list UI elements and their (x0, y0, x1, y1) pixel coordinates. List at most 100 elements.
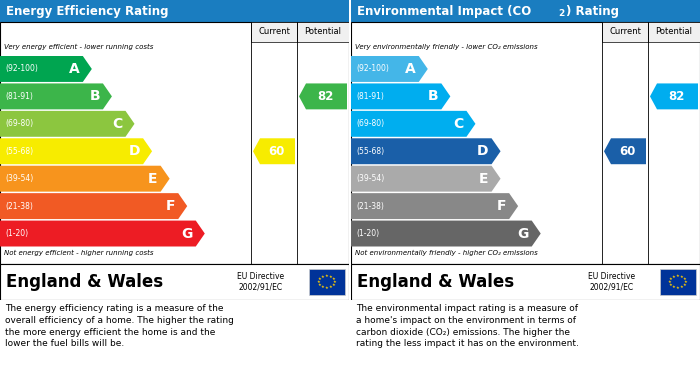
Text: ★: ★ (321, 275, 325, 279)
Text: D: D (477, 144, 489, 158)
Bar (251, 22, 297, 42)
Bar (660, 269, 696, 295)
Text: England & Wales: England & Wales (357, 273, 514, 291)
Text: A: A (69, 62, 80, 76)
Text: Environmental Impact (CO: Environmental Impact (CO (357, 5, 531, 18)
Bar (602, 22, 648, 42)
Text: Not energy efficient - higher running costs: Not energy efficient - higher running co… (4, 250, 153, 256)
Bar (309, 269, 345, 295)
Polygon shape (253, 138, 295, 164)
Polygon shape (351, 166, 500, 192)
Text: EU Directive
2002/91/EC: EU Directive 2002/91/EC (588, 272, 636, 292)
Polygon shape (351, 193, 518, 219)
Polygon shape (0, 138, 152, 164)
Text: (55-68): (55-68) (356, 147, 384, 156)
Text: E: E (479, 172, 489, 186)
Text: Current: Current (258, 27, 290, 36)
Text: (39-54): (39-54) (5, 174, 34, 183)
Text: (55-68): (55-68) (5, 147, 33, 156)
Text: ★: ★ (329, 285, 333, 289)
Text: 82: 82 (317, 90, 333, 103)
Text: ★: ★ (683, 277, 687, 281)
Text: ★: ★ (669, 283, 673, 287)
Polygon shape (351, 138, 500, 164)
Text: ★: ★ (321, 285, 325, 289)
Text: ★: ★ (672, 275, 676, 279)
Polygon shape (650, 83, 698, 109)
Text: D: D (129, 144, 140, 158)
Text: B: B (428, 90, 438, 103)
Text: ★: ★ (318, 283, 322, 287)
Text: 60: 60 (268, 145, 284, 158)
Text: ★: ★ (672, 285, 676, 289)
Text: B: B (90, 90, 100, 103)
Text: (1-20): (1-20) (5, 229, 28, 238)
Text: Not environmentally friendly - higher CO₂ emissions: Not environmentally friendly - higher CO… (355, 250, 538, 256)
Text: F: F (496, 199, 506, 213)
Text: (69-80): (69-80) (5, 119, 33, 128)
Text: The energy efficiency rating is a measure of the
overall efficiency of a home. T: The energy efficiency rating is a measur… (5, 304, 234, 348)
Text: (39-54): (39-54) (356, 174, 384, 183)
Polygon shape (0, 56, 92, 82)
Text: ★: ★ (318, 277, 322, 281)
Text: ★: ★ (680, 285, 684, 289)
Polygon shape (604, 138, 646, 164)
Polygon shape (351, 221, 540, 246)
Text: (21-38): (21-38) (5, 202, 33, 211)
Text: ★: ★ (683, 283, 687, 287)
Bar (0, 264, 349, 300)
Text: ★: ★ (333, 280, 337, 284)
Text: C: C (453, 117, 463, 131)
Bar (297, 22, 349, 42)
Bar (351, 22, 700, 264)
Text: ★: ★ (317, 280, 321, 284)
Bar (351, 0, 700, 22)
Text: ★: ★ (684, 280, 688, 284)
Text: G: G (517, 226, 528, 240)
Polygon shape (0, 193, 187, 219)
Text: Very energy efficient - lower running costs: Very energy efficient - lower running co… (4, 44, 153, 50)
Polygon shape (0, 111, 134, 137)
Text: Very environmentally friendly - lower CO₂ emissions: Very environmentally friendly - lower CO… (355, 44, 538, 50)
Polygon shape (0, 221, 205, 246)
Polygon shape (351, 56, 428, 82)
Text: (21-38): (21-38) (356, 202, 384, 211)
Text: (1-20): (1-20) (356, 229, 379, 238)
Text: 60: 60 (619, 145, 635, 158)
Text: ★: ★ (325, 286, 329, 290)
Text: ★: ★ (332, 277, 336, 281)
Text: The environmental impact rating is a measure of
a home's impact on the environme: The environmental impact rating is a mea… (356, 304, 579, 348)
Bar (0, 0, 349, 22)
Text: Energy Efficiency Rating: Energy Efficiency Rating (6, 5, 169, 18)
Text: (92-100): (92-100) (5, 65, 38, 74)
Polygon shape (299, 83, 347, 109)
Text: C: C (112, 117, 122, 131)
Text: (81-91): (81-91) (5, 92, 33, 101)
Text: Potential: Potential (304, 27, 342, 36)
Text: G: G (181, 226, 193, 240)
Text: England & Wales: England & Wales (6, 273, 163, 291)
Polygon shape (351, 83, 450, 109)
Text: ★: ★ (676, 286, 680, 290)
Text: ★: ★ (329, 275, 333, 279)
Polygon shape (0, 83, 112, 109)
Bar (648, 22, 700, 42)
Text: F: F (166, 199, 175, 213)
Text: A: A (405, 62, 416, 76)
Text: ★: ★ (676, 274, 680, 278)
Polygon shape (0, 166, 169, 192)
Text: Current: Current (609, 27, 641, 36)
Text: ★: ★ (668, 280, 672, 284)
Text: 82: 82 (668, 90, 684, 103)
Text: (92-100): (92-100) (356, 65, 389, 74)
Text: ★: ★ (669, 277, 673, 281)
Bar (0, 22, 349, 264)
Text: ★: ★ (332, 283, 336, 287)
Text: Potential: Potential (655, 27, 692, 36)
Text: ★: ★ (325, 274, 329, 278)
Text: (69-80): (69-80) (356, 119, 384, 128)
Text: 2: 2 (559, 9, 565, 18)
Text: ★: ★ (680, 275, 684, 279)
Bar (351, 264, 700, 300)
Polygon shape (351, 111, 475, 137)
